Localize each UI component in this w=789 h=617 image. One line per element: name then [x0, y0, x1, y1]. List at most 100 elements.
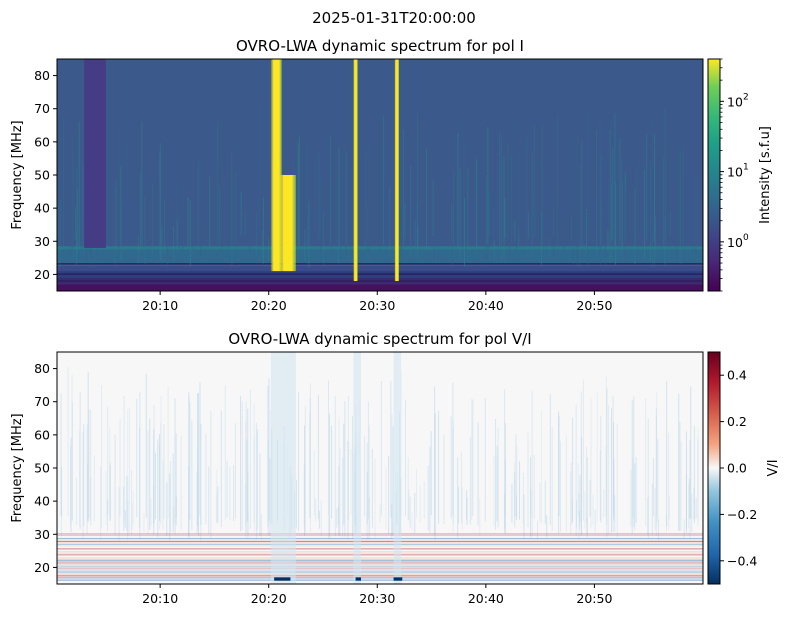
noise-streak: [216, 469, 218, 522]
frequency-stripe: [57, 545, 703, 547]
noise-streak: [124, 509, 126, 528]
noise-streak: [572, 417, 574, 524]
frequency-stripe: [57, 551, 703, 553]
noise-streak: [416, 201, 418, 259]
noise-streak: [76, 233, 78, 266]
noise-streak: [507, 142, 509, 240]
noise-streak: [162, 143, 164, 240]
noise-streak: [215, 494, 217, 524]
noise-streak: [409, 496, 411, 528]
noise-streak: [60, 466, 62, 517]
noise-streak: [338, 147, 340, 264]
noise-streak: [240, 191, 242, 236]
noise-streak: [695, 497, 697, 519]
noise-streak: [331, 425, 333, 519]
noise-streak: [692, 200, 694, 253]
noise-streak: [173, 506, 175, 524]
noise-streak: [64, 191, 66, 235]
noise-streak: [453, 173, 455, 261]
panel2-title: OVRO-LWA dynamic spectrum for pol V/I: [228, 330, 531, 348]
noise-streak: [509, 163, 511, 255]
noise-streak: [114, 434, 116, 535]
noise-streak: [452, 213, 454, 268]
noise-streak: [157, 439, 159, 538]
noise-streak: [697, 427, 699, 521]
noise-streak: [269, 458, 271, 537]
noise-streak: [457, 457, 459, 538]
noise-streak: [326, 120, 328, 236]
y-tick-label: 40: [34, 494, 50, 509]
noise-streak: [414, 219, 416, 248]
y-tick-label: 30: [34, 234, 50, 249]
noise-streak: [530, 457, 532, 538]
noise-streak: [503, 155, 505, 259]
frequency-stripe: [57, 578, 703, 580]
noise-streak: [551, 426, 553, 532]
noise-streak: [247, 510, 249, 539]
noise-streak: [416, 469, 418, 519]
noise-streak: [256, 212, 258, 255]
noise-streak: [78, 122, 80, 250]
noise-streak: [531, 390, 533, 537]
x-tick-label: 20:50: [576, 591, 612, 606]
noise-streak: [487, 129, 489, 250]
noise-streak: [366, 471, 368, 524]
noise-streak: [695, 176, 697, 254]
colorbar2-tick-label: −0.4: [727, 553, 757, 568]
noise-streak: [123, 486, 125, 532]
noise-streak: [126, 144, 128, 244]
noise-streak: [245, 421, 247, 526]
noise-streak: [163, 423, 165, 520]
noise-streak: [579, 475, 581, 523]
noise-streak: [685, 474, 687, 529]
noise-streak: [158, 444, 160, 530]
noise-streak: [635, 152, 637, 261]
noise-streak: [511, 483, 513, 523]
noise-streak: [414, 493, 416, 533]
noise-streak: [200, 423, 202, 526]
noise-streak: [585, 447, 587, 523]
rfi-line: [57, 273, 703, 275]
noise-streak: [331, 127, 333, 240]
noise-streak: [608, 405, 610, 535]
noise-streak: [220, 206, 222, 252]
noise-streak: [188, 392, 190, 538]
colorbar1-tick-exponent: 0: [743, 233, 749, 243]
noise-streak: [542, 164, 544, 244]
noise-streak: [105, 471, 107, 525]
noise-streak: [167, 213, 169, 266]
burst-shadow: [393, 352, 402, 584]
noise-streak: [234, 171, 236, 246]
noise-streak: [253, 436, 255, 532]
burst-shadow: [353, 352, 361, 584]
noise-streak: [495, 418, 497, 530]
noise-streak: [668, 496, 670, 520]
noise-streak: [268, 378, 270, 521]
noise-streak: [343, 423, 345, 525]
noise-streak: [140, 173, 142, 252]
noise-streak: [256, 429, 258, 530]
noise-streak: [587, 194, 588, 267]
noise-streak: [678, 144, 680, 242]
noise-streak: [71, 401, 73, 521]
noise-streak: [231, 151, 233, 267]
noise-streak: [367, 401, 369, 520]
noise-streak: [531, 152, 533, 257]
noise-streak: [463, 138, 465, 253]
panel1-ylabel: Frequency [MHz]: [10, 120, 25, 229]
noise-streak: [599, 120, 601, 250]
noise-streak: [304, 155, 306, 242]
noise-streak: [669, 209, 671, 237]
noise-streak: [179, 164, 181, 244]
noise-streak: [693, 425, 695, 524]
heatmap-background: [57, 352, 703, 584]
noise-streak: [169, 473, 171, 541]
noise-streak: [467, 168, 469, 252]
noise-streak: [318, 147, 320, 242]
noise-streak: [79, 218, 81, 246]
y-tick-label: 50: [34, 168, 50, 183]
y-tick-label: 80: [34, 361, 50, 376]
noise-streak: [152, 183, 154, 256]
noise-streak: [338, 466, 340, 536]
noise-streak: [427, 466, 429, 531]
